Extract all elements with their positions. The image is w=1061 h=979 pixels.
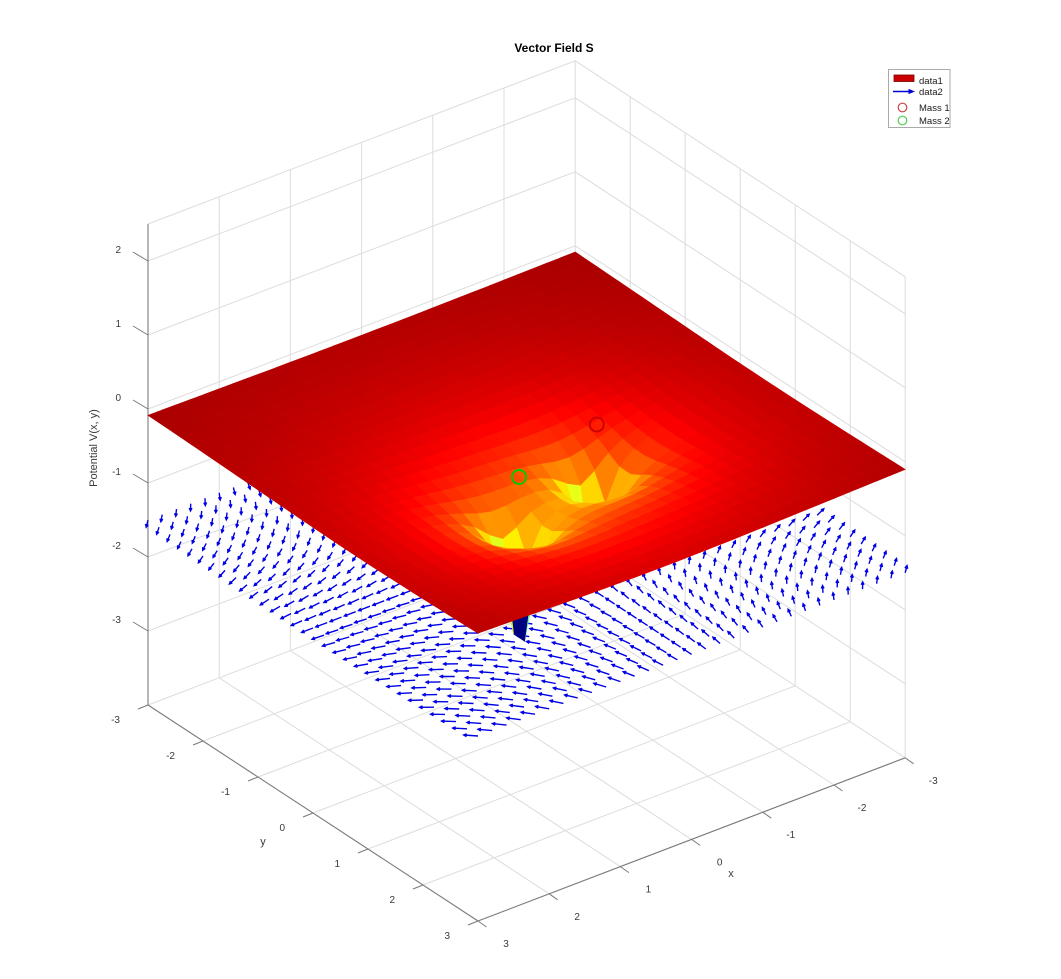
mass-1-marker — [588, 416, 605, 433]
z-tick-label: 0 — [115, 393, 121, 404]
x-tick-label: 3 — [503, 939, 509, 950]
mass-markers — [511, 416, 605, 485]
legend-mass2-circle-icon — [897, 115, 908, 126]
mass-2-marker — [511, 469, 528, 485]
plot-title: Vector Field S — [514, 41, 593, 55]
y-tick-label: 3 — [444, 931, 450, 942]
legend-label-mass1: Mass 1 — [919, 103, 950, 114]
y-tick-label: 2 — [389, 895, 395, 906]
legend: data1 data2 Mass 1 Mass 2 — [888, 69, 951, 128]
z-tick-label: 2 — [115, 245, 121, 256]
x-tick-label: 0 — [717, 857, 723, 868]
legend-label-data1: data1 — [919, 76, 943, 87]
axis-titles: Vector Field S x y Potential V(x, y) — [88, 41, 734, 880]
x-axis-label: x — [728, 868, 734, 880]
y-tick-label: 0 — [279, 823, 285, 834]
x-tick-label: 1 — [646, 885, 652, 896]
legend-arrow-head-icon — [908, 88, 915, 95]
legend-label-mass2: Mass 2 — [919, 116, 950, 127]
legend-surface-swatch — [893, 74, 915, 82]
z-tick-label: -3 — [112, 615, 121, 626]
x-tick-label: -2 — [858, 803, 867, 814]
z-tick-label: -1 — [112, 467, 121, 478]
tick-labels: 3 2 1 0 -1 -2 -3 -3 -2 -1 0 1 2 3 -3 -2 -1 0 1 2 — [111, 245, 938, 950]
legend-label-data2: data2 — [919, 87, 943, 98]
y-tick-label: -3 — [111, 715, 120, 726]
z-axis-label: Potential V(x, y) — [88, 409, 100, 487]
z-tick-label: -2 — [112, 541, 121, 552]
x-tick-label: 2 — [574, 912, 580, 923]
potential-surface — [147, 251, 906, 642]
x-tick-label: -3 — [929, 776, 938, 787]
z-tick-label: 1 — [115, 319, 121, 330]
axes-rulers — [132, 224, 914, 928]
y-tick-label: -1 — [221, 787, 230, 798]
axis-tick-marks — [132, 251, 914, 928]
legend-mass1-circle-icon — [897, 102, 908, 113]
y-tick-label: 1 — [334, 859, 340, 870]
x-tick-label: -1 — [786, 830, 795, 841]
y-axis-label: y — [260, 836, 266, 848]
y-tick-label: -2 — [166, 751, 175, 762]
